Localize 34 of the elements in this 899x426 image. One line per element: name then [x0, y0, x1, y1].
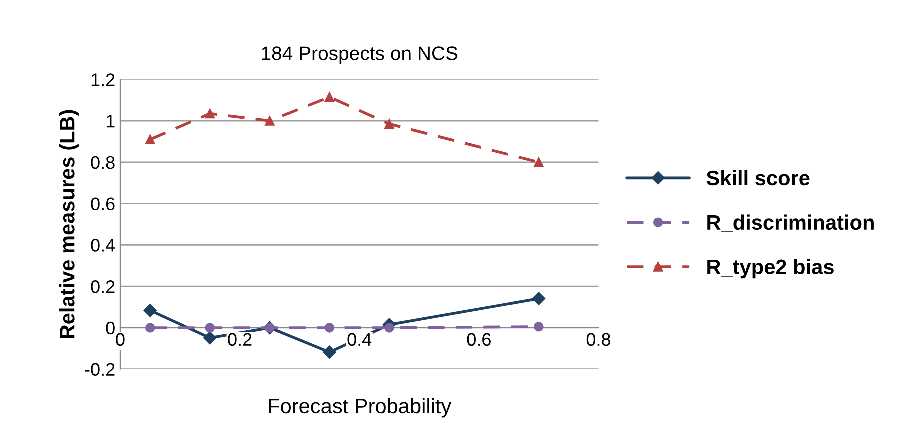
point [144, 304, 157, 318]
legend-label: R_type2 bias [708, 259, 834, 279]
point [323, 346, 336, 359]
point [145, 323, 156, 333]
point [534, 322, 544, 332]
x-axis-title: Forecast Probability [269, 398, 452, 418]
y-tick-label: 0.8 [91, 156, 115, 170]
point [205, 108, 216, 119]
x-tick-label: 0 [116, 333, 125, 346]
point [384, 119, 394, 130]
x-tick-label: 0.8 [586, 333, 610, 346]
y-tick-label: 0.2 [91, 280, 115, 294]
point [384, 323, 394, 333]
legend-label: Skill score [706, 170, 810, 186]
y-tick-label: 1.2 [92, 74, 115, 86]
point [324, 323, 335, 333]
point [145, 134, 156, 145]
y-tick-label: -0.2 [85, 363, 115, 376]
x-tick-label: 0.6 [467, 333, 491, 346]
x-tick-label: 0.4 [348, 333, 372, 346]
y-tick-label: 1 [106, 115, 115, 128]
point [324, 92, 335, 102]
y-tick-label: 0 [106, 322, 115, 335]
chart-title: 184 Prospects on NCS [262, 46, 458, 64]
point [205, 323, 216, 333]
point [532, 292, 546, 306]
x-tick-label: 0.2 [228, 333, 252, 346]
point [265, 116, 275, 126]
point [534, 158, 544, 168]
y-tick-label: 0.4 [91, 239, 116, 252]
legend-label: R_discrimination [708, 214, 874, 232]
y-tick-label: 0.6 [91, 198, 115, 211]
point [204, 332, 217, 345]
y-axis-title: Relative measures (LB) [60, 110, 79, 338]
